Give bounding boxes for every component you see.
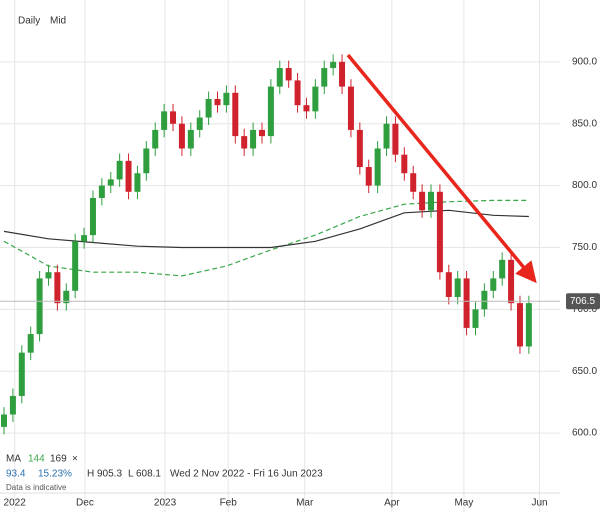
candle-body <box>187 129 194 149</box>
grid <box>0 0 560 512</box>
candle-body <box>178 123 185 149</box>
candle-body <box>303 105 310 112</box>
y-tick-label: 750.0 <box>572 242 597 253</box>
candle-body <box>401 154 408 174</box>
candle-body <box>312 86 319 112</box>
legend: MA 144 169 × 93.4 15.23% H 905.3 L 608.1 Wed 2 N… <box>6 454 323 492</box>
candles <box>1 54 532 435</box>
candle-body <box>134 173 141 192</box>
x-tick-label: Jun <box>531 498 547 509</box>
candle-body <box>347 86 354 130</box>
y-tick-label: 850.0 <box>572 118 597 129</box>
candle-body <box>499 259 506 279</box>
candle-body <box>454 278 461 297</box>
candle-body <box>490 278 497 291</box>
candle-body <box>392 123 399 155</box>
candle-body <box>481 290 488 310</box>
candle-body <box>1 414 8 427</box>
x-tick-label: 2023 <box>154 498 177 509</box>
candle-body <box>54 272 61 304</box>
x-tick-label: Feb <box>220 498 238 509</box>
candle-body <box>285 68 292 81</box>
candle-body <box>125 160 132 192</box>
candle-body <box>36 278 43 335</box>
stat: Wed 2 Nov 2022 - Fri 16 Jun 2023 <box>170 469 323 480</box>
candle-body <box>250 129 257 149</box>
candle-body <box>374 148 381 186</box>
candle-body <box>436 191 443 273</box>
candle-body <box>445 272 452 297</box>
candle-body <box>232 92 239 137</box>
candle-body <box>45 272 52 279</box>
candle-body <box>81 235 88 242</box>
candle-body <box>214 98 221 106</box>
candle-body <box>143 148 150 174</box>
candle-body <box>170 111 177 124</box>
x-tick-label: Mar <box>296 498 314 509</box>
stat: L 608.1 <box>128 469 161 480</box>
candle-body <box>365 167 372 186</box>
x-tick-label: May <box>454 498 473 509</box>
interval-button[interactable]: Mid <box>50 16 66 27</box>
legend-entry: 144 <box>28 454 45 465</box>
x-tick-label: Dec <box>76 498 94 509</box>
candle-body <box>223 92 230 106</box>
candle-body <box>9 395 16 415</box>
candle-body <box>525 303 532 347</box>
candle-body <box>161 111 168 130</box>
candle-body <box>339 61 346 87</box>
candle-body <box>463 278 470 328</box>
candle-body <box>241 136 248 149</box>
x-tick-label: 2022 <box>4 498 27 509</box>
candle-body <box>89 197 96 236</box>
candle-body <box>294 80 301 106</box>
x-axis: 2022 Dec 2023 Feb Mar Apr May Jun <box>4 498 548 509</box>
candle-body <box>428 191 435 211</box>
y-tick-label: 600.0 <box>572 428 597 439</box>
candle-body <box>330 61 337 69</box>
stat: H 905.3 <box>87 469 122 480</box>
candle-body <box>419 191 426 211</box>
stat: 93.4 <box>6 469 26 480</box>
candle-body <box>152 129 159 149</box>
x-tick-label: Apr <box>384 498 400 509</box>
legend-entry: 169 <box>50 454 67 465</box>
candle-body <box>107 179 114 186</box>
candle-body <box>72 241 79 291</box>
y-axis: 600.0 650.0 700.0 750.0 800.0 850.0 900.0 <box>572 57 597 439</box>
note: Data is indicative <box>6 483 67 492</box>
legend-close[interactable]: × <box>72 454 78 465</box>
candle-body <box>383 123 390 149</box>
candle-body <box>116 160 123 180</box>
ma-line <box>3 209 529 249</box>
legend-title: MA <box>6 454 21 465</box>
candle-body <box>410 173 417 192</box>
candle-body <box>321 68 328 87</box>
y-tick-label: 800.0 <box>572 180 597 191</box>
candle-body <box>98 185 105 198</box>
candle-body <box>516 303 523 347</box>
last-price-box <box>566 293 600 310</box>
candle-body <box>472 309 479 328</box>
candle-body <box>276 68 283 87</box>
y-tick-label: 700.0 <box>572 304 597 315</box>
candle-body <box>18 352 25 396</box>
candle-body <box>27 334 34 353</box>
stat: 15.23% <box>38 469 72 480</box>
candle-body <box>267 86 274 137</box>
candle-body <box>258 129 265 137</box>
y-tick-label: 900.0 <box>572 57 597 68</box>
candle-body <box>508 259 515 304</box>
candle-body <box>196 117 203 130</box>
last-price-label: 706.5 <box>570 296 595 307</box>
trend-arrow <box>346 53 537 284</box>
candle-body <box>205 98 212 118</box>
interval-button[interactable]: Daily <box>18 16 40 27</box>
candle-body <box>356 129 363 168</box>
candle-body <box>63 290 70 304</box>
y-tick-label: 650.0 <box>572 366 597 377</box>
